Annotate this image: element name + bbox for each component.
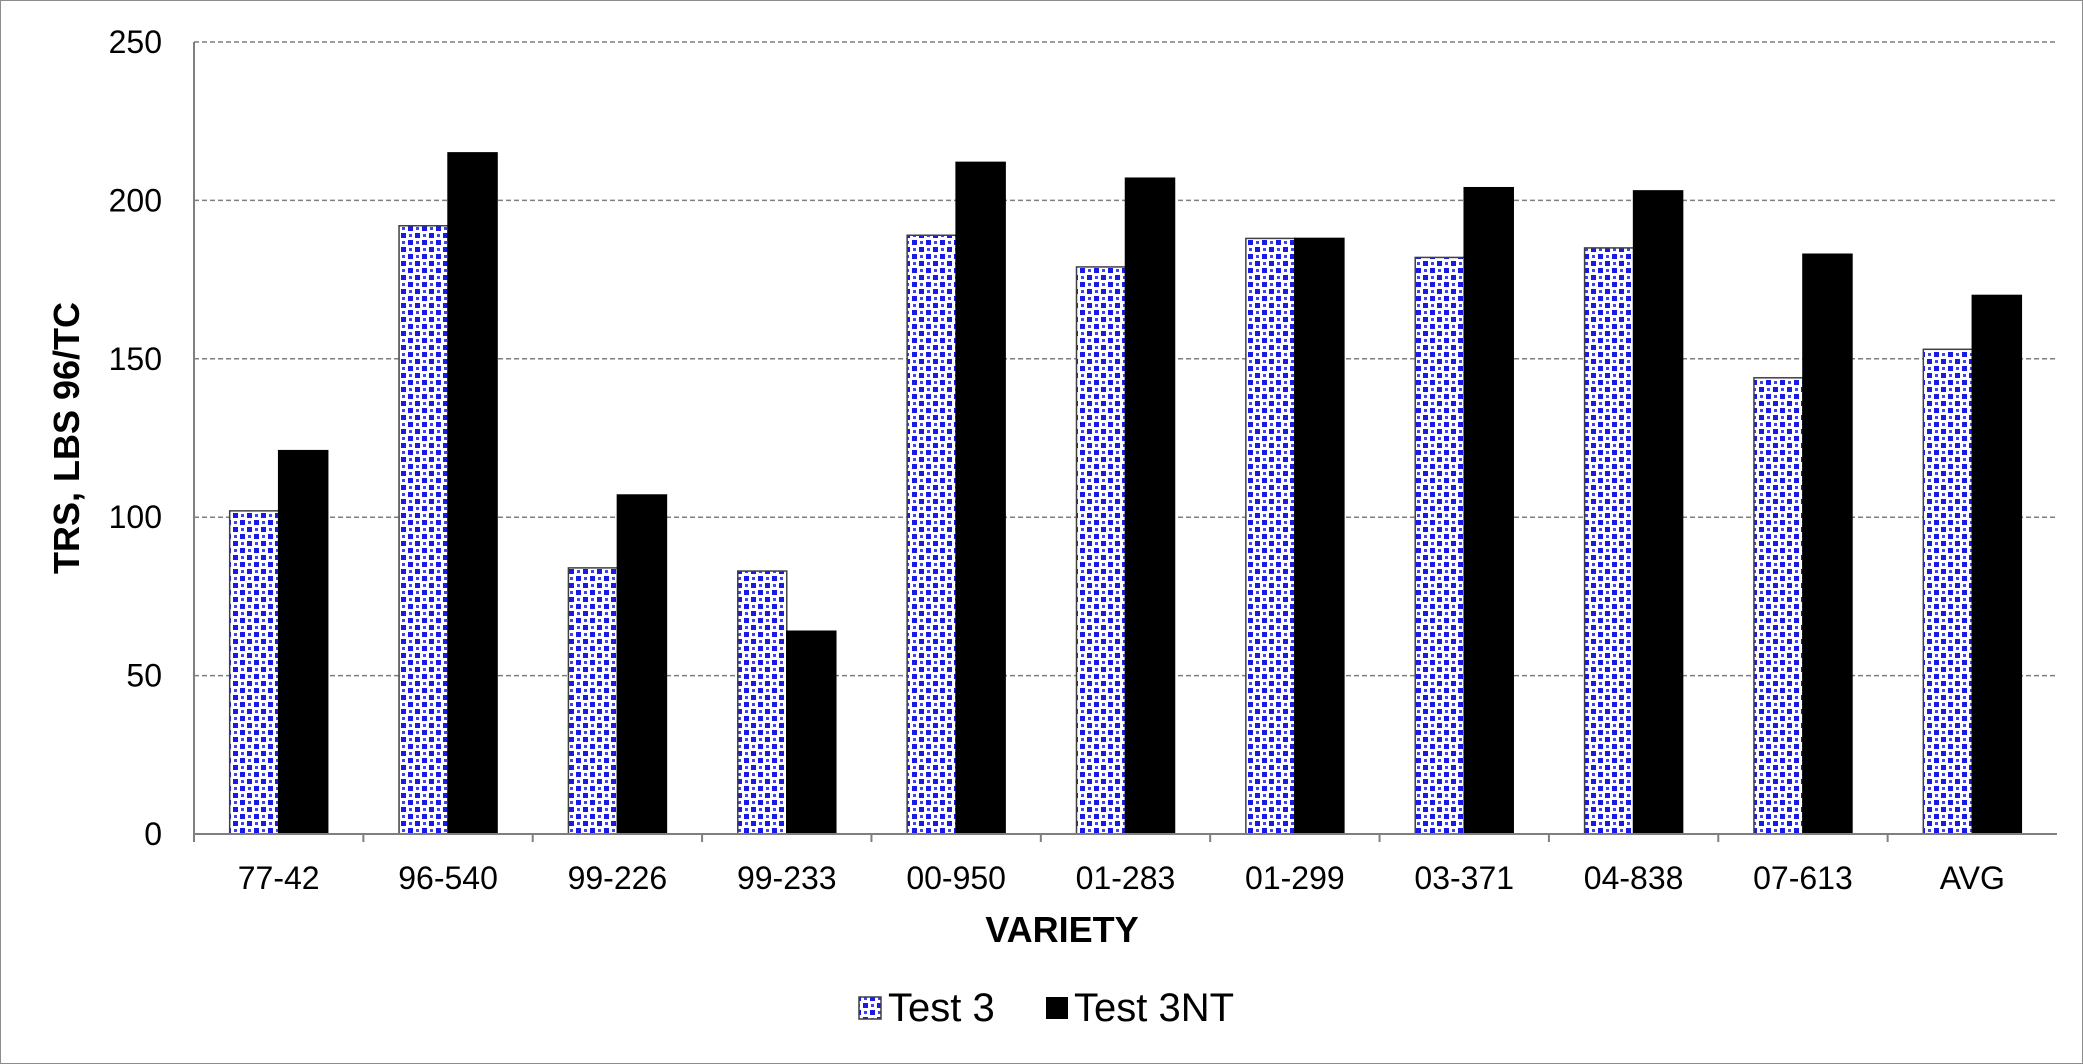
bar-test-3 xyxy=(1583,247,1635,835)
x-tick-label: 96-540 xyxy=(398,860,498,896)
x-tick-label: 07-613 xyxy=(1753,860,1853,896)
x-tick-label: 77-42 xyxy=(238,860,320,896)
x-tick-label: 04-838 xyxy=(1584,860,1684,896)
x-tick-label: 01-299 xyxy=(1245,860,1345,896)
y-tick-label: 200 xyxy=(109,182,162,218)
bars xyxy=(228,152,2023,835)
y-tick-label: 150 xyxy=(109,341,162,377)
x-tick-label: 03-371 xyxy=(1414,860,1514,896)
bar-test-3nt xyxy=(1971,294,2023,835)
y-tick-label: 0 xyxy=(144,816,162,852)
bar-test-3 xyxy=(1245,237,1296,835)
x-tick-label: 00-950 xyxy=(906,860,1006,896)
x-axis-title: VARIETY xyxy=(985,909,1138,950)
bar-test-3 xyxy=(1075,266,1127,835)
bar-test-3 xyxy=(1414,256,1465,835)
legend: Test 3 Test 3NT xyxy=(858,986,1234,1030)
bar-test-3nt xyxy=(1632,190,1684,835)
y-tick-label: 100 xyxy=(109,499,162,535)
legend-label-test-3: Test 3 xyxy=(888,986,995,1030)
bar-test-3 xyxy=(1922,348,1974,835)
bar-test-3 xyxy=(906,234,957,835)
bar-test-3 xyxy=(228,510,280,835)
x-tick-labels: 77-42 96-540 99-226 99-233 00-950 01-283 01-29… xyxy=(238,860,2005,896)
bar-test-3nt xyxy=(277,449,329,835)
bar-test-3 xyxy=(737,570,788,835)
bar-test-3nt xyxy=(1802,253,1853,835)
x-tick-label: AVG xyxy=(1940,860,2005,896)
legend-swatch-test-3 xyxy=(858,996,882,1020)
bar-test-3nt xyxy=(786,630,837,835)
bar-test-3nt xyxy=(447,152,498,835)
bar-test-3nt xyxy=(1294,237,1345,835)
bar-test-3nt xyxy=(1463,186,1514,835)
bar-test-3 xyxy=(567,567,619,835)
bar-test-3 xyxy=(1753,377,1804,835)
y-axis-title: TRS, LBS 96/TC xyxy=(46,302,87,574)
legend-label-test-3nt: Test 3NT xyxy=(1074,986,1234,1030)
bar-test-3 xyxy=(398,224,449,835)
bar-test-3nt xyxy=(955,161,1006,835)
axes xyxy=(193,42,2057,842)
bar-test-3nt xyxy=(616,494,668,835)
x-tick-label: 01-283 xyxy=(1076,860,1176,896)
y-tick-label: 250 xyxy=(109,24,162,60)
y-tick-labels: 0 50 100 150 200 250 xyxy=(109,24,162,852)
y-tick-label: 50 xyxy=(126,658,162,694)
x-tick-label: 99-226 xyxy=(568,860,668,896)
legend-swatch-test-3nt xyxy=(1046,997,1068,1019)
bar-test-3nt xyxy=(1124,177,1176,835)
x-tick-label: 99-233 xyxy=(737,860,837,896)
